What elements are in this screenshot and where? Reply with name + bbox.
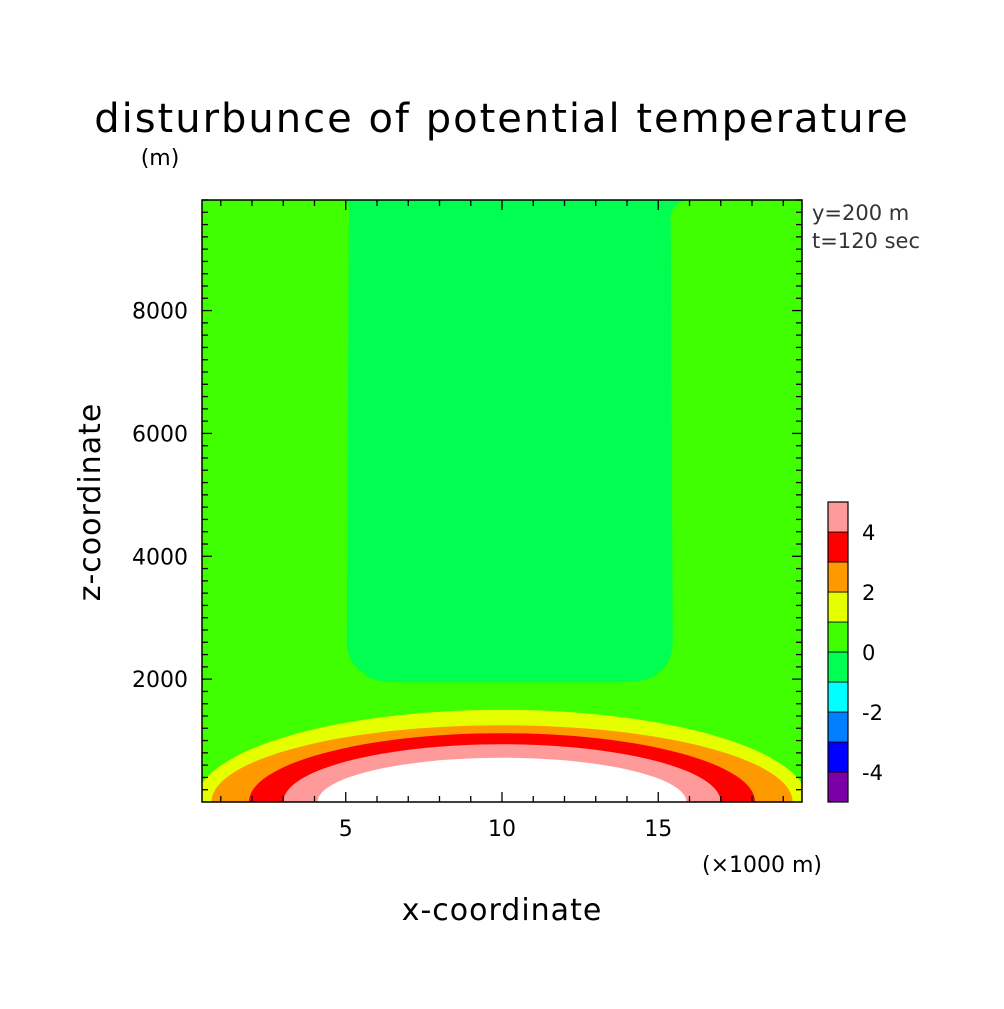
- x-tick-label: 10: [488, 817, 516, 842]
- y-axis-label: z-coordinate: [73, 403, 108, 602]
- colorbar-label: 2: [862, 581, 875, 605]
- colorbar-swatch: [827, 531, 849, 563]
- colorbar-label: 0: [862, 641, 875, 665]
- y-tick-label: 6000: [132, 422, 188, 447]
- axis-ticks: 5 10 15 2000 4000 6000 8000: [132, 199, 802, 842]
- colorbar-swatch: [827, 711, 849, 743]
- annotation-t: t=120 sec: [812, 229, 920, 253]
- x-tick-label: 5: [339, 817, 353, 842]
- colorbar: -4 -2 0 2 4: [827, 501, 883, 803]
- colorbar-swatch: [827, 591, 849, 623]
- unit-label: (m): [141, 146, 180, 171]
- y-tick-label: 4000: [132, 545, 188, 570]
- y-tick-label: 8000: [132, 300, 188, 325]
- x-axis-label: x-coordinate: [402, 893, 603, 928]
- chart-title: disturbunce of potential temperature: [94, 96, 910, 142]
- colorbar-swatch: [827, 501, 849, 533]
- y-tick-label: 2000: [132, 668, 188, 693]
- colorbar-swatch: [827, 681, 849, 713]
- colorbar-swatch: [827, 561, 849, 593]
- colorbar-swatch: [827, 741, 849, 773]
- colorbar-swatch: [827, 651, 849, 683]
- colorbar-frame: [827, 501, 849, 803]
- x-axis-unit: (×1000 m): [702, 853, 822, 878]
- colorbar-label: -2: [862, 701, 883, 725]
- annotation-y: y=200 m: [812, 201, 909, 225]
- contour-region-6: [317, 757, 687, 802]
- contour-plot-area: [201, 199, 803, 803]
- contour-region-1: [344, 200, 691, 683]
- x-tick-label: 15: [644, 817, 672, 842]
- colorbar-swatch: [827, 621, 849, 653]
- colorbar-label: 4: [862, 521, 875, 545]
- contour-fills: [202, 200, 802, 802]
- colorbar-label: -4: [862, 761, 883, 785]
- colorbar-swatch: [827, 771, 849, 803]
